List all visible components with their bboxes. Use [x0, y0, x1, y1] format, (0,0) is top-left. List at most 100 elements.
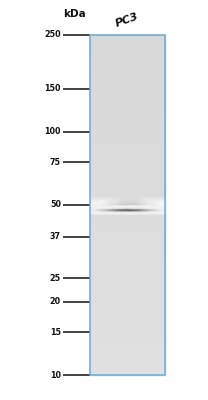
- Bar: [105, 204, 107, 205]
- Bar: [90, 336, 165, 339]
- Bar: [163, 202, 165, 203]
- Bar: [90, 341, 165, 343]
- Bar: [159, 205, 162, 206]
- Bar: [131, 202, 134, 203]
- Bar: [109, 196, 111, 197]
- Bar: [120, 203, 122, 204]
- Bar: [163, 196, 165, 197]
- Bar: [98, 204, 100, 205]
- Bar: [109, 202, 111, 203]
- Bar: [96, 198, 98, 199]
- Bar: [90, 214, 165, 216]
- Bar: [90, 232, 165, 234]
- Bar: [90, 199, 92, 200]
- Bar: [135, 205, 137, 206]
- Bar: [90, 354, 165, 357]
- Bar: [161, 199, 163, 200]
- Bar: [90, 55, 165, 58]
- Bar: [157, 200, 160, 201]
- Bar: [90, 284, 165, 286]
- Bar: [113, 199, 115, 200]
- Bar: [90, 152, 165, 155]
- Bar: [98, 198, 100, 199]
- Bar: [157, 201, 160, 202]
- Bar: [137, 204, 139, 205]
- Bar: [161, 203, 163, 204]
- Bar: [109, 205, 111, 206]
- Bar: [163, 201, 165, 202]
- Bar: [92, 205, 94, 206]
- Bar: [135, 196, 137, 197]
- Bar: [126, 203, 128, 204]
- Bar: [90, 180, 165, 182]
- Bar: [113, 203, 115, 204]
- Bar: [113, 197, 115, 198]
- Bar: [90, 57, 165, 60]
- Bar: [148, 205, 150, 206]
- Bar: [135, 199, 137, 200]
- Bar: [122, 199, 124, 200]
- Bar: [101, 203, 104, 204]
- Bar: [129, 204, 132, 205]
- Bar: [131, 204, 134, 205]
- Bar: [116, 199, 119, 200]
- Bar: [163, 205, 165, 206]
- Bar: [126, 202, 128, 203]
- Bar: [94, 202, 96, 203]
- Bar: [90, 343, 165, 346]
- Bar: [139, 197, 141, 198]
- Text: 100: 100: [44, 127, 61, 136]
- Bar: [103, 201, 105, 202]
- Bar: [90, 252, 165, 255]
- Bar: [133, 197, 135, 198]
- Bar: [113, 198, 115, 199]
- Bar: [90, 134, 165, 137]
- Bar: [142, 204, 145, 205]
- Bar: [148, 201, 150, 202]
- Bar: [114, 203, 117, 204]
- Bar: [105, 199, 107, 200]
- Bar: [156, 200, 158, 201]
- Bar: [90, 136, 165, 139]
- Bar: [111, 200, 113, 201]
- Bar: [90, 223, 165, 226]
- Bar: [126, 200, 128, 201]
- Bar: [122, 196, 124, 197]
- Bar: [90, 204, 92, 205]
- Bar: [148, 199, 150, 200]
- Bar: [131, 201, 134, 202]
- Bar: [113, 202, 115, 203]
- Bar: [141, 197, 143, 198]
- Bar: [90, 202, 92, 203]
- Bar: [103, 196, 105, 197]
- Bar: [90, 273, 165, 275]
- Bar: [157, 199, 160, 200]
- Bar: [139, 199, 141, 200]
- Bar: [94, 200, 96, 201]
- Bar: [128, 203, 130, 204]
- Bar: [159, 201, 162, 202]
- Bar: [96, 201, 98, 202]
- Bar: [120, 199, 122, 200]
- Bar: [90, 220, 165, 223]
- Bar: [131, 203, 134, 204]
- Bar: [137, 203, 139, 204]
- Bar: [90, 132, 165, 135]
- Bar: [118, 204, 120, 205]
- Bar: [90, 35, 165, 375]
- Bar: [90, 141, 165, 144]
- Bar: [135, 198, 137, 199]
- Bar: [139, 198, 141, 199]
- Bar: [120, 196, 122, 197]
- Bar: [137, 197, 139, 198]
- Bar: [141, 205, 143, 206]
- Bar: [142, 199, 145, 200]
- Bar: [116, 203, 119, 204]
- Bar: [133, 205, 135, 206]
- Bar: [107, 199, 109, 200]
- Bar: [129, 200, 132, 201]
- Bar: [90, 230, 165, 232]
- Bar: [133, 196, 135, 197]
- Bar: [99, 203, 102, 204]
- Bar: [111, 198, 113, 199]
